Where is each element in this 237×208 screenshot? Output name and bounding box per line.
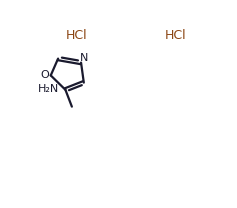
Text: HCl: HCl bbox=[66, 29, 87, 42]
Text: O: O bbox=[40, 70, 49, 80]
Text: HCl: HCl bbox=[165, 29, 187, 42]
Text: N: N bbox=[80, 53, 89, 63]
Text: H₂N: H₂N bbox=[38, 84, 59, 94]
